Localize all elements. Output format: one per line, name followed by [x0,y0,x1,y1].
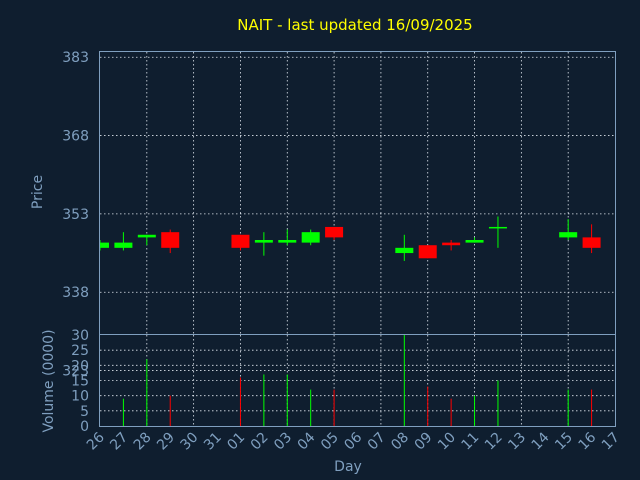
x-tick-label: 10 [435,430,459,454]
candle-body [231,234,250,248]
volume-tick-label: 5 [80,404,89,420]
volume-tick-label: 15 [71,374,89,390]
candle-body [488,226,507,229]
x-tick-label: 09 [412,430,436,454]
chart-title: NAIT - last updated 16/09/2025 [237,16,472,34]
candle-body [395,247,414,254]
x-tick-label: 03 [271,430,295,454]
volume-grid [100,335,615,426]
x-tick-label: 15 [552,430,576,454]
candle-body [559,232,578,238]
x-tick-label: 17 [599,430,623,454]
x-tick-label: 13 [505,430,529,454]
candle-body [465,240,484,243]
candle-body [161,232,180,248]
x-axis-label: Day [334,459,362,475]
volume-tick-label: 20 [71,358,89,374]
volume-bars [122,335,593,426]
x-axis-ticks: 26 27 28 29 30 31 01 02 03 04 05 06 07 08 09 10 11 12 13 14… [84,429,623,453]
price-tick-label: 368 [62,129,89,145]
candle-body [100,242,109,248]
x-tick-label: 08 [388,430,412,454]
candle-body [114,242,133,248]
x-tick-label: 14 [529,429,553,453]
x-tick-label: 12 [482,430,506,454]
x-tick-label: 29 [154,430,178,454]
x-tick-label: 06 [341,429,365,453]
volume-tick-label: 25 [71,343,89,359]
x-tick-label: 04 [295,429,319,453]
x-tick-label: 28 [131,430,155,454]
price-grid [100,52,615,371]
price-tick-label: 338 [62,285,89,301]
candle-body [582,237,601,248]
volume-axis-label: Volume (0000) [41,329,57,432]
x-tick-label: 05 [318,430,342,454]
price-axis-ticks: 323 338 353 368 383 [62,50,89,379]
x-tick-label: 02 [248,430,272,454]
candle-body [254,240,273,243]
x-tick-label: 30 [178,430,202,454]
candle-body [325,226,344,238]
candle-body [301,232,320,243]
x-tick-label: 11 [458,430,482,454]
volume-tick-label: 0 [80,419,89,435]
candle-body [442,242,461,246]
price-tick-label: 323 [62,364,89,380]
volume-tick-label: 10 [71,389,89,405]
price-tick-label: 383 [62,50,89,66]
x-tick-label: 16 [575,429,599,453]
candle-body [278,240,297,243]
candle-body [418,245,437,259]
x-tick-label: 07 [365,430,389,454]
price-candles [99,216,601,261]
candle-body [137,234,156,238]
x-tick-label: 31 [201,430,225,454]
x-tick-label: 27 [107,430,131,454]
volume-panel-frame [99,334,616,427]
volume-tick-label: 30 [71,328,89,344]
x-tick-label: 01 [224,430,248,454]
price-tick-label: 353 [62,207,89,223]
price-axis-label: Price [30,175,46,209]
